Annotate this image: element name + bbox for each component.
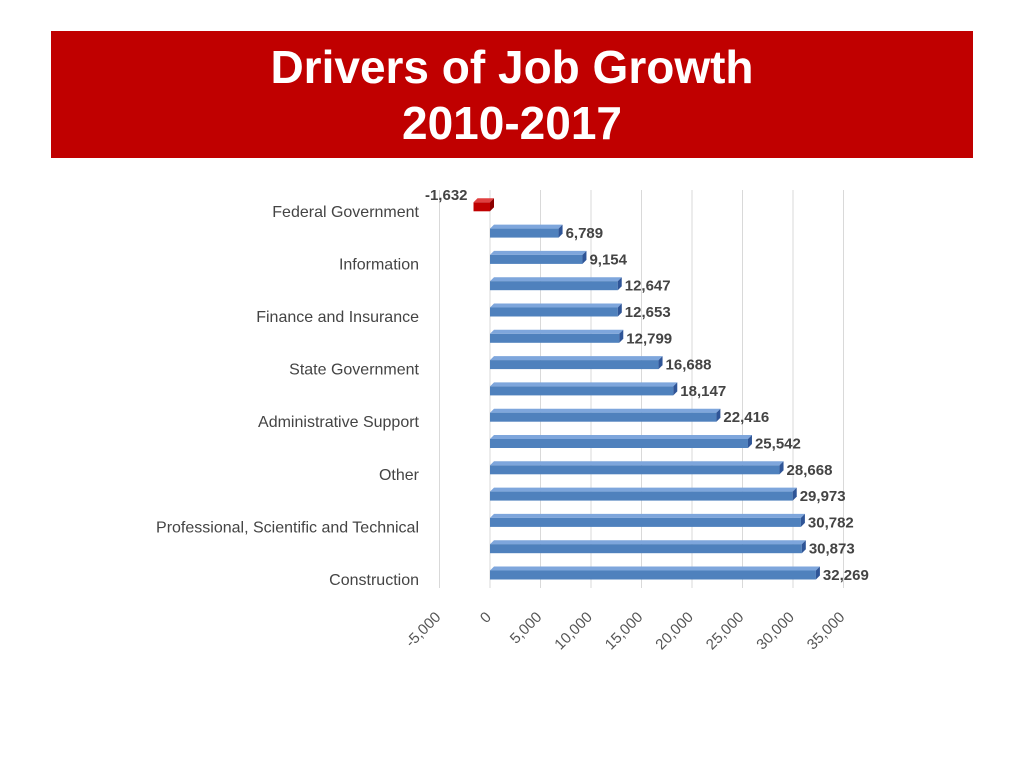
- data-label: 22,416: [723, 409, 769, 426]
- bar: [490, 356, 663, 370]
- bar-top: [490, 566, 820, 571]
- bar-top: [490, 487, 797, 492]
- bar-top: [490, 303, 622, 308]
- title-banner: Drivers of Job Growth 2010-2017: [51, 31, 973, 158]
- bar-top: [490, 461, 784, 466]
- bar-top: [490, 513, 805, 518]
- bar: [490, 382, 678, 396]
- bar-front: [490, 281, 618, 291]
- category-label: Professional, Scientific and Technical: [156, 519, 419, 536]
- category-label: Information: [339, 256, 419, 273]
- x-tick-label: 5,000: [507, 609, 546, 648]
- bar-side: [490, 198, 494, 212]
- category-label: Finance and Insurance: [256, 309, 419, 326]
- bar-front: [490, 517, 801, 527]
- bar: [490, 224, 563, 238]
- bar-front: [490, 228, 559, 238]
- data-label: 12,647: [625, 278, 671, 295]
- category-label: Federal Government: [272, 204, 419, 221]
- bar: [490, 435, 752, 448]
- bar-side: [619, 329, 624, 343]
- bar-side: [558, 224, 563, 238]
- bar-front: [490, 307, 618, 317]
- bar-front: [490, 360, 659, 370]
- x-tick-label: 10,000: [551, 609, 595, 653]
- x-tick-label: 35,000: [804, 609, 848, 653]
- bar-side: [617, 303, 622, 317]
- x-tick-label: 0: [477, 609, 495, 627]
- bar-top: [490, 250, 587, 255]
- bar-side: [792, 487, 797, 501]
- data-label: 29,973: [800, 488, 846, 505]
- bar-front: [490, 491, 793, 501]
- data-label: 6,789: [566, 225, 604, 242]
- bar: [490, 329, 624, 343]
- data-label: 32,269: [823, 567, 869, 584]
- bar-top: [490, 435, 752, 439]
- bar-top: [473, 198, 494, 203]
- bar-top: [490, 382, 678, 387]
- bar-front: [490, 439, 748, 448]
- bar-side: [716, 408, 721, 422]
- category-label: Administrative Support: [258, 414, 420, 431]
- bar-side: [582, 250, 587, 264]
- bar-side: [800, 513, 805, 527]
- x-tick-label: -5,000: [402, 609, 444, 651]
- bar-top: [490, 356, 663, 361]
- bar: [490, 277, 622, 291]
- data-label: 9,154: [589, 251, 627, 268]
- bar-front: [490, 254, 583, 264]
- data-label: 25,542: [755, 436, 801, 453]
- bar-top: [490, 540, 806, 545]
- data-label: 12,653: [625, 304, 671, 321]
- data-label: 30,782: [808, 514, 854, 531]
- bar-side: [815, 566, 820, 580]
- bar-front: [473, 202, 490, 212]
- bar: [490, 566, 820, 580]
- bar-side: [617, 277, 622, 291]
- bar: [490, 303, 622, 317]
- bar: [490, 461, 784, 475]
- bar: [490, 487, 797, 501]
- category-label: Other: [379, 467, 420, 484]
- x-axis-ticks: -5,000 0 5,000 10,000 15,000 20,000 25,000 30,0…: [402, 609, 848, 653]
- bar-front: [490, 412, 717, 422]
- data-label: 30,873: [809, 541, 855, 558]
- chart-subtitle: 2010-2017: [402, 96, 622, 149]
- category-label: State Government: [289, 362, 419, 379]
- labels: 32,269 Construction 30,873 30,782 Profession…: [156, 187, 869, 589]
- bar-front: [490, 386, 674, 396]
- data-label: 28,668: [787, 462, 833, 479]
- bar-top: [490, 408, 721, 413]
- bar-side: [779, 461, 784, 475]
- bar: [490, 250, 587, 264]
- data-label: 12,799: [626, 330, 672, 347]
- bar-front: [490, 333, 620, 343]
- bar-front: [490, 465, 780, 475]
- data-label: 18,147: [680, 383, 726, 400]
- category-label: Construction: [329, 572, 419, 589]
- x-tick-label: 30,000: [753, 609, 797, 653]
- bar-top: [490, 224, 563, 229]
- bar: [490, 513, 805, 527]
- x-tick-label: 15,000: [602, 609, 646, 653]
- chart-title: Drivers of Job Growth: [270, 40, 754, 93]
- bar-side: [747, 435, 752, 448]
- bar: [490, 540, 806, 554]
- x-tick-label: 20,000: [652, 609, 696, 653]
- bar-top: [490, 277, 622, 282]
- bar-side: [658, 356, 663, 370]
- x-tick-label: 25,000: [703, 609, 747, 653]
- bar-side: [801, 540, 806, 554]
- data-label: -1,632: [425, 187, 468, 204]
- bars: [473, 198, 820, 580]
- bar-front: [490, 570, 816, 580]
- bar: [490, 408, 721, 422]
- bar-top: [490, 329, 624, 334]
- bar-side: [673, 382, 678, 396]
- bar: [473, 198, 494, 212]
- bar-front: [490, 544, 802, 554]
- data-label: 16,688: [666, 357, 712, 374]
